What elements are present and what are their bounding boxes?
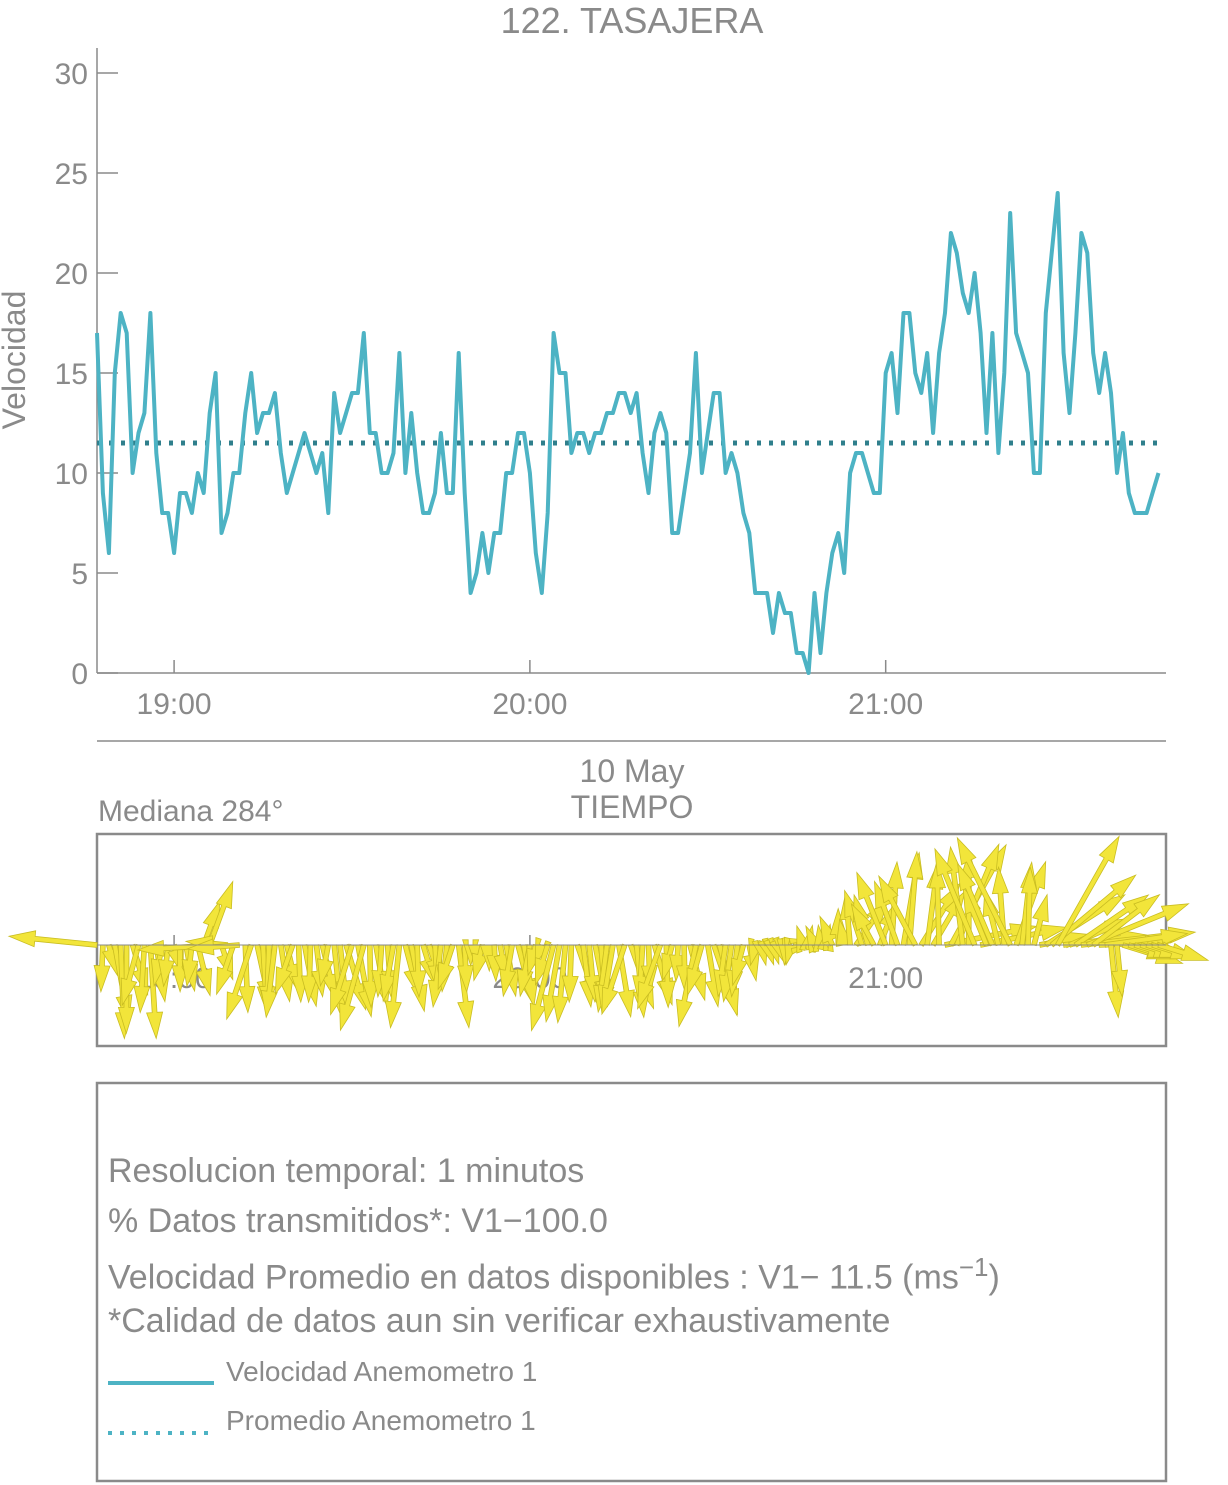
wind-vector-arrow [529,943,557,1032]
wind-vector-arrow [878,874,919,947]
median-direction-label: Mediana 284° [98,795,283,828]
info-average-close: ) [988,1258,1000,1297]
chart-title: 122. TASAJERA [501,0,764,41]
wind-vector-arrow [1020,865,1039,946]
wind-vector-arrow [637,943,664,1010]
wind-vector-arrow [384,944,403,1030]
y-tick-label: 15 [55,358,88,391]
wind-vector-arrow [300,944,318,1004]
x-tick-label: 19:00 [137,688,212,721]
x-tick-label: 21:00 [848,688,923,721]
info-quality-note: *Calidad de datos aun sin verificar exha… [108,1302,891,1340]
info-average: Velocidad Promedio en datos disponibles … [108,1252,1000,1297]
wind-vector-arrow [427,944,445,1009]
wind-vector-arrow [601,943,628,1016]
wind-vector-arrow [437,943,456,991]
wind-vector-arrow [874,880,901,947]
wind-vector-arrow [561,944,579,1004]
wind-vector-arrow [499,944,517,998]
info-average-exponent: −1 [958,1252,989,1282]
wind-vector-arrow [186,938,240,956]
wind-vector-arrow [361,944,380,1009]
x-ticks: 19:00 20:00 21:00 [137,660,923,721]
wind-vector-arrow [1055,835,1120,947]
wind-vector-arrow [120,943,142,1007]
wind-vector-arrow [1073,894,1150,948]
wind-vector-arrow [1111,944,1128,999]
y-tick-label: 20 [55,258,88,291]
y-tick-label: 0 [71,658,88,691]
info-transmitted: % Datos transmitidos*: V1−100.0 [108,1202,608,1240]
wind-vector-arrow [535,943,552,987]
wind-vector-arrow [274,943,296,996]
wind-vector-arrow [486,944,504,983]
wind-vector-arrow [260,944,278,1019]
series-speed-line [95,191,1161,675]
y-tick-label: 5 [71,558,88,591]
y-tick-label: 10 [55,458,88,491]
wind-vector-arrow [731,943,748,987]
info-average-text: Velocidad Promedio en datos disponibles … [108,1258,959,1297]
wind-vector-arrow [934,847,978,947]
y-ticks: 0 5 10 15 20 25 30 [55,58,118,691]
wind-vector-arrow [226,943,255,1021]
wind-vector-arrow [542,944,563,1024]
wind-vector-arrow [1091,893,1161,948]
legend-label-speed: Velocidad Anemometro 1 [226,1356,538,1387]
wind-vector-arrow [991,865,1009,946]
wind-vector-arrow [317,944,334,988]
wind-vector-arrow [409,944,427,999]
wind-vector-arrow [686,943,705,997]
wind-vector-arrow [1031,893,1049,947]
x-axis-label: TIEMPO [571,789,694,825]
wind-vector-arrow [339,943,367,1032]
vector-x-tick-label: 21:00 [848,962,923,995]
wind-vector-arrow [379,944,397,1003]
y-axis-label: Velocidad [0,291,32,430]
y-tick-label: 25 [55,158,88,191]
x-tick-label: 20:00 [492,688,567,721]
wind-vector-arrow [146,944,164,1040]
wind-vector-arrow [928,860,947,946]
info-resolution: Resolucion temporal: 1 minutos [108,1152,585,1190]
wind-vector-arrow [957,862,996,947]
wind-vector-arrow [7,930,98,948]
wind-vector-arrow [1157,942,1210,961]
wind-vector-arrow [216,943,237,996]
wind-vector-arrow [93,944,111,994]
legend-label-mean: Promedio Anemometro 1 [226,1405,536,1436]
info-box-frame [95,1081,1168,1483]
vector-arrows [7,835,1210,1040]
wind-vector-arrow [850,902,877,947]
wind-vector-arrow [856,871,889,947]
wind-vector-arrow [661,943,678,982]
date-label: 10 May [580,753,685,789]
wind-vector-arrow [291,944,309,1004]
wind-vector-arrow [551,944,569,1024]
y-tick-label: 30 [55,58,88,91]
wind-vector-arrow [330,943,355,1016]
wind-vector-arrow [956,836,1013,947]
